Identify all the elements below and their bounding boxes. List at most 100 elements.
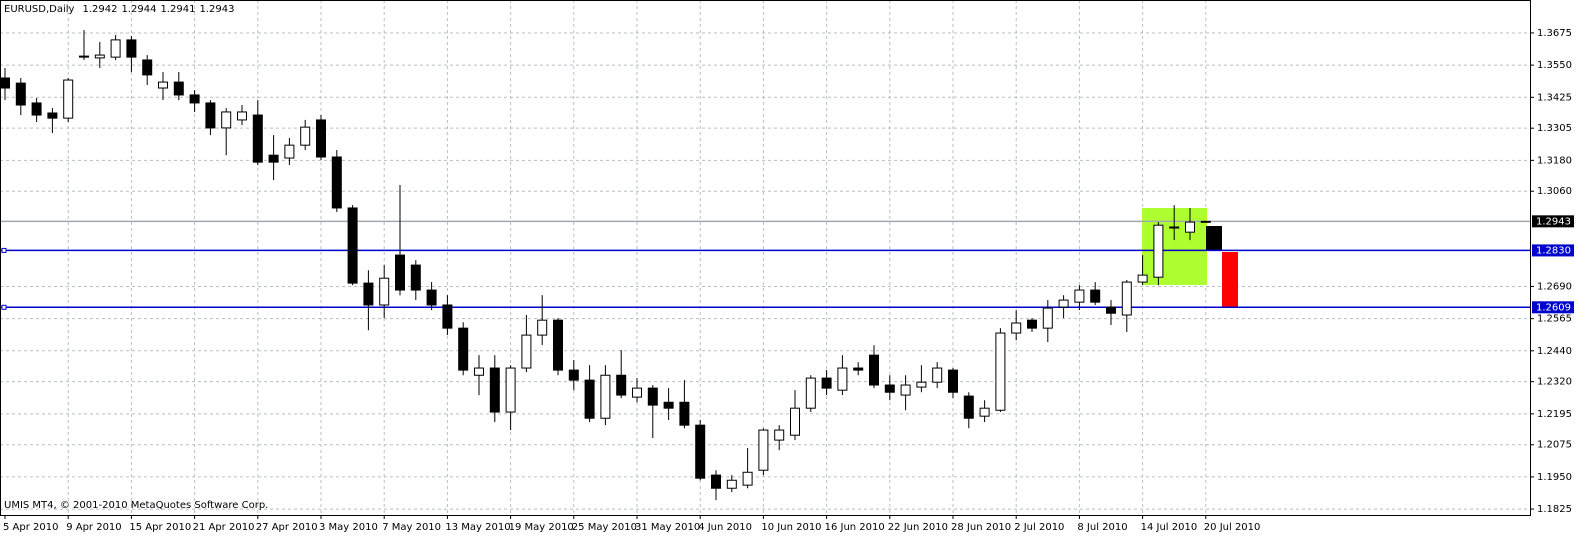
candle-body bbox=[1106, 306, 1116, 314]
candle-body bbox=[979, 407, 990, 417]
candle-body bbox=[1074, 289, 1085, 303]
candle-body bbox=[995, 332, 1006, 411]
annotation-box bbox=[1206, 226, 1222, 250]
candle-body bbox=[347, 207, 358, 284]
candle-body bbox=[805, 377, 816, 409]
candle-body bbox=[221, 111, 232, 129]
y-tick-label: 1.2320 bbox=[1537, 377, 1572, 388]
candle-body bbox=[679, 401, 690, 426]
candle-body bbox=[458, 327, 469, 371]
candle-body bbox=[316, 119, 326, 158]
x-tick-label: 14 Jul 2010 bbox=[1141, 522, 1198, 533]
candle-body bbox=[284, 144, 295, 159]
candle-body bbox=[695, 424, 706, 479]
candle-body bbox=[632, 387, 642, 398]
x-tick-label: 3 May 2010 bbox=[319, 522, 378, 533]
candle-body bbox=[900, 384, 911, 396]
candle-body bbox=[1058, 299, 1069, 308]
ohlc-low: 1.2941 bbox=[160, 4, 195, 15]
candle-body bbox=[1169, 226, 1180, 229]
candle-body bbox=[663, 401, 674, 409]
level-handle bbox=[1, 247, 7, 253]
candle-body bbox=[521, 334, 532, 369]
x-tick-label: 19 May 2010 bbox=[509, 522, 574, 533]
candle-body bbox=[853, 367, 864, 371]
plot-frame bbox=[0, 0, 1531, 516]
candle-body bbox=[31, 102, 42, 116]
candle-body bbox=[1011, 322, 1022, 334]
y-tick-label: 1.1950 bbox=[1537, 472, 1572, 483]
candle-body bbox=[758, 429, 769, 471]
candle-body bbox=[869, 354, 879, 386]
candle-body bbox=[932, 367, 943, 383]
y-tick-label: 1.2690 bbox=[1537, 281, 1572, 292]
y-tick-label: 1.3675 bbox=[1537, 28, 1572, 39]
candle-body bbox=[173, 81, 184, 96]
candle-body bbox=[331, 156, 342, 209]
line-layer bbox=[0, 220, 1530, 310]
y-tick-label: 1.2075 bbox=[1537, 440, 1572, 451]
candle-body bbox=[63, 79, 74, 119]
level-label: 1.2609 bbox=[1536, 302, 1571, 313]
candle-body bbox=[1090, 289, 1101, 303]
candle-body bbox=[553, 319, 563, 371]
x-tick-label: 15 Apr 2010 bbox=[129, 522, 191, 533]
y-tick-label: 1.3060 bbox=[1537, 186, 1572, 197]
x-tick-label: 28 Jun 2010 bbox=[951, 522, 1011, 533]
candle-body bbox=[1153, 224, 1164, 278]
candle-body bbox=[1137, 274, 1148, 283]
candle-body bbox=[505, 367, 516, 413]
candle-body bbox=[94, 54, 105, 59]
level-label: 1.2943 bbox=[1536, 216, 1571, 227]
level-label-bg bbox=[1532, 301, 1574, 314]
candle-body bbox=[1121, 281, 1132, 316]
x-tick-label: 7 May 2010 bbox=[382, 522, 441, 533]
watermark: UMIS MT4, © 2001-2010 MetaQuotes Softwar… bbox=[4, 500, 268, 511]
y-tick-label: 1.2440 bbox=[1537, 346, 1572, 357]
x-tick-label: 25 May 2010 bbox=[572, 522, 637, 533]
candle-body bbox=[647, 387, 658, 406]
candle-body bbox=[790, 407, 800, 436]
candle-body bbox=[821, 377, 832, 389]
chart-header: EURUSD,Daily 1.2942 1.2944 1.2941 1.2943 bbox=[4, 4, 234, 15]
x-tick-label: 20 Jul 2010 bbox=[1204, 522, 1261, 533]
y-tick-label: 1.3305 bbox=[1537, 123, 1572, 134]
candle-body bbox=[568, 369, 579, 381]
candle-body bbox=[268, 154, 279, 163]
candle-body bbox=[442, 304, 453, 329]
x-tick-label: 2 Jul 2010 bbox=[1014, 522, 1064, 533]
candle-body bbox=[205, 102, 216, 129]
candle-body bbox=[79, 55, 89, 58]
y-tick-label: 1.2195 bbox=[1537, 409, 1572, 420]
candle-body bbox=[142, 59, 153, 76]
x-tick-label: 16 Jun 2010 bbox=[825, 522, 885, 533]
candle-body bbox=[252, 114, 263, 163]
candle-body bbox=[600, 374, 611, 419]
candle-body bbox=[158, 81, 168, 89]
candle-body bbox=[426, 289, 437, 306]
candle-body bbox=[47, 112, 58, 119]
candle-body bbox=[616, 374, 627, 396]
y-tick-label: 1.3180 bbox=[1537, 155, 1572, 166]
y-tick-label: 1.2565 bbox=[1537, 314, 1572, 325]
y-tick-label: 1.3550 bbox=[1537, 60, 1572, 71]
candle-body bbox=[1027, 319, 1037, 329]
candle-body bbox=[742, 471, 753, 486]
candle-body bbox=[726, 479, 737, 489]
level-label-bg bbox=[1532, 215, 1574, 228]
x-tick-label: 13 May 2010 bbox=[445, 522, 510, 533]
mark-layer bbox=[0, 30, 1211, 501]
grid-layer bbox=[0, 0, 1530, 515]
y-tick-label: 1.1825 bbox=[1537, 504, 1572, 515]
candle-body bbox=[584, 379, 595, 419]
level-label-bg bbox=[1532, 244, 1574, 257]
level-handle bbox=[1, 304, 7, 310]
x-tick-label: 22 Jun 2010 bbox=[888, 522, 948, 533]
candle-body bbox=[126, 39, 137, 58]
candle-body bbox=[1185, 221, 1195, 233]
candle-body bbox=[300, 126, 311, 146]
x-tick-label: 27 Apr 2010 bbox=[256, 522, 318, 533]
ohlc-open: 1.2942 bbox=[82, 4, 117, 15]
